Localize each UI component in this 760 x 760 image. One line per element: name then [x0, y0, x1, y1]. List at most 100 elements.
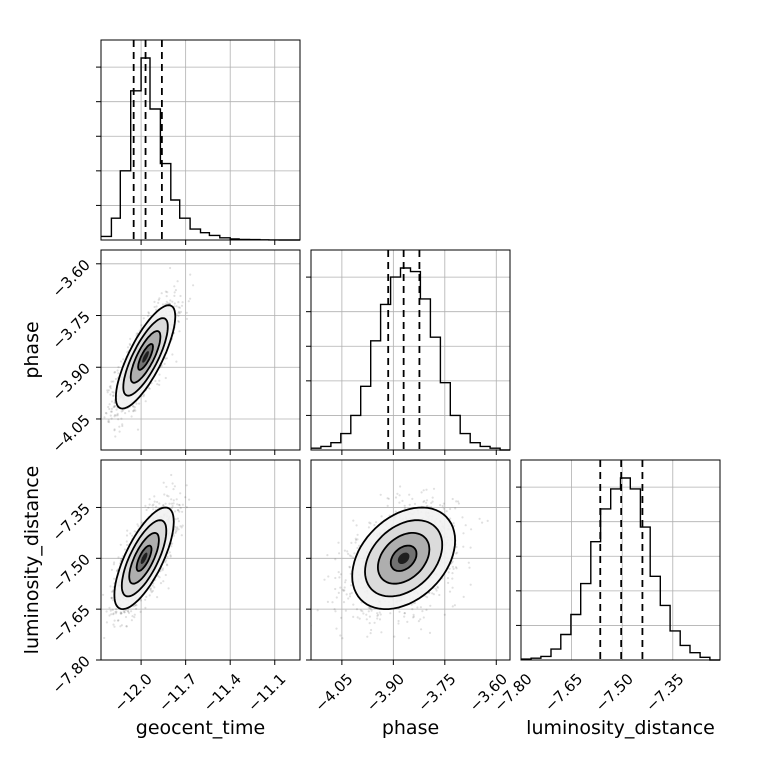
- sample-point: [121, 409, 124, 412]
- sample-point: [133, 408, 136, 411]
- sample-point: [176, 503, 179, 506]
- sample-point: [128, 342, 131, 346]
- sample-point: [177, 314, 180, 317]
- joint-panel-phase-luminosity_distance: [306, 459, 511, 665]
- sample-point: [343, 549, 346, 552]
- sample-point: [147, 312, 150, 315]
- sample-point: [157, 575, 160, 578]
- sample-point: [172, 488, 175, 491]
- sample-point: [159, 582, 163, 585]
- sample-point: [181, 503, 184, 506]
- sample-point: [164, 376, 167, 380]
- sample-point: [117, 418, 120, 421]
- sample-point: [134, 409, 137, 412]
- sample-point: [455, 552, 458, 555]
- sample-point: [145, 595, 148, 599]
- sample-point: [431, 592, 434, 595]
- sample-point: [375, 521, 378, 524]
- sample-point: [162, 504, 165, 507]
- sample-point: [119, 625, 122, 628]
- sample-point: [98, 583, 100, 585]
- sample-point: [113, 402, 116, 405]
- sample-point: [108, 421, 111, 424]
- sample-point: [157, 301, 160, 304]
- sample-point: [345, 593, 348, 596]
- sample-point: [168, 302, 171, 305]
- sample-point: [125, 625, 128, 628]
- sample-point: [151, 589, 154, 593]
- y-tick-label: −4.05: [49, 411, 94, 456]
- sample-point: [110, 568, 113, 572]
- sample-point: [110, 613, 113, 616]
- sample-point: [175, 305, 178, 308]
- sample-point: [334, 587, 337, 591]
- sample-point: [429, 604, 432, 607]
- sample-point: [110, 596, 113, 599]
- sample-point: [343, 586, 346, 589]
- sample-point: [424, 595, 427, 598]
- sample-point: [164, 502, 167, 505]
- sample-point: [178, 306, 181, 309]
- sample-point: [122, 358, 125, 361]
- sample-point: [369, 607, 372, 610]
- sample-point: [119, 612, 122, 615]
- contour-line: [114, 304, 177, 410]
- sample-point: [142, 317, 145, 320]
- sample-point: [161, 569, 164, 572]
- panel-frame: [100, 249, 301, 451]
- sample-point: [142, 393, 146, 396]
- sample-point: [108, 407, 111, 411]
- sample-point: [192, 284, 195, 287]
- sample-point: [348, 554, 351, 557]
- sample-point: [122, 610, 125, 613]
- sample-point: [349, 592, 352, 596]
- sample-point: [407, 637, 410, 640]
- sample-point: [126, 609, 130, 613]
- sample-point: [113, 619, 116, 622]
- sample-point: [111, 590, 114, 593]
- sample-point: [113, 428, 116, 431]
- sample-point: [147, 311, 150, 314]
- sample-point: [197, 453, 199, 455]
- sample-point: [453, 524, 456, 528]
- sample-point: [113, 371, 116, 374]
- marginal-panel-geocent_time: [96, 39, 301, 245]
- sample-point: [110, 417, 113, 420]
- sample-point: [432, 487, 436, 490]
- sample-point: [423, 499, 426, 503]
- sample-point: [393, 635, 396, 638]
- sample-point: [394, 496, 398, 499]
- sample-point: [170, 498, 173, 501]
- sample-point: [160, 292, 163, 295]
- sample-point: [110, 380, 113, 383]
- sample-point: [161, 567, 165, 570]
- sample-point: [112, 406, 115, 409]
- sample-point: [127, 611, 131, 615]
- sample-point: [462, 532, 465, 535]
- sample-point: [344, 579, 347, 582]
- sample-point: [451, 577, 454, 580]
- sample-point: [425, 501, 428, 504]
- sample-point: [367, 526, 370, 529]
- sample-point: [106, 389, 109, 392]
- contour-line: [135, 544, 153, 572]
- sample-point: [172, 499, 175, 502]
- sample-point: [349, 572, 352, 575]
- sample-point: [174, 289, 177, 292]
- sample-point: [107, 389, 110, 392]
- sample-point: [180, 526, 183, 529]
- sample-point: [122, 455, 124, 457]
- sample-point: [185, 317, 189, 320]
- sample-point: [147, 506, 150, 509]
- sample-point: [117, 372, 120, 375]
- sample-point: [97, 455, 99, 457]
- sample-point: [167, 495, 170, 498]
- sample-point: [129, 344, 132, 347]
- sample-point: [354, 541, 357, 544]
- sample-point: [189, 273, 192, 276]
- sample-point: [112, 612, 115, 615]
- sample-point: [115, 608, 118, 611]
- sample-point: [342, 589, 345, 593]
- sample-point: [177, 311, 180, 314]
